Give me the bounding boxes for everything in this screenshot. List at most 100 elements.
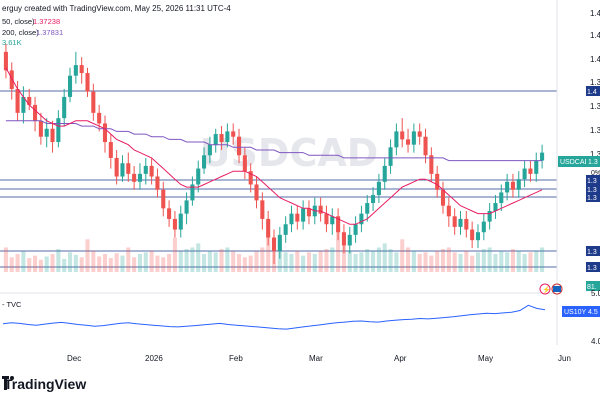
volume-bar: [371, 250, 376, 272]
candle-body: [382, 165, 387, 182]
volume-bar: [236, 254, 242, 272]
volume-bar: [522, 254, 527, 272]
candle-body: [167, 208, 172, 219]
candle-body: [73, 65, 78, 76]
candle-body: [236, 136, 242, 156]
event-icon[interactable]: [539, 283, 551, 295]
candle-body: [277, 234, 282, 251]
candle-body: [132, 173, 137, 182]
volume-bar: [126, 247, 131, 272]
candle-body: [528, 168, 533, 174]
candle-body: [38, 120, 43, 137]
level-badge-bg: [586, 262, 600, 272]
candle-body: [50, 128, 55, 143]
candle-body: [120, 163, 125, 177]
candle-body: [318, 205, 323, 214]
candle-body: [400, 131, 405, 140]
candle-body: [522, 168, 527, 180]
volume-bar: [540, 247, 545, 272]
symbol-price-bg: [586, 156, 600, 167]
volume-bar: [400, 239, 405, 272]
level-badge: 1.3: [587, 265, 597, 272]
price-axis[interactable]: 1.4 1.4 1.4 1.3 1.3 1.3 1.3: [590, 9, 600, 159]
volume-badge: 81.: [587, 284, 597, 291]
volume-bar: [475, 252, 481, 272]
volume-bar: [388, 249, 393, 272]
level-badges: 1.41.31.31.31.31.3: [586, 86, 600, 272]
candle-body: [470, 229, 475, 241]
candle-body: [196, 168, 201, 185]
level-badge-bg: [586, 192, 600, 202]
price-tick: 1.4: [590, 9, 600, 18]
candle-body: [178, 213, 183, 230]
candle-body: [44, 128, 49, 137]
level-badge-bg: [586, 86, 600, 96]
candle-body: [62, 96, 67, 119]
candle-body: [149, 165, 154, 177]
candle-body: [190, 184, 195, 201]
candle-body: [3, 51, 8, 71]
price-tick: 1.4: [590, 31, 600, 40]
symbol-badge: USDCAD: [560, 159, 590, 166]
candle-body: [85, 73, 90, 92]
tradingview-logo[interactable]: TradingView: [2, 376, 86, 392]
volume-bar: [149, 250, 154, 272]
time-axis[interactable]: Dec 2026 Feb Mar Apr May Jun: [67, 354, 571, 363]
volume-bar: [318, 250, 323, 272]
volume-bar: [470, 255, 475, 272]
candle-body: [242, 155, 247, 172]
level-badge: 1.3: [587, 249, 597, 256]
candle-body: [108, 142, 113, 158]
author-line: erguy created with TradingView.com, May …: [2, 4, 231, 13]
candle-body: [481, 221, 486, 233]
candle-body: [487, 210, 492, 222]
volume-bar: [382, 243, 387, 272]
volume-bar: [365, 249, 370, 272]
volume-bar: [33, 255, 38, 272]
level-badge-bg: [586, 184, 600, 194]
volume-bar: [248, 255, 253, 272]
volume-bar: [213, 252, 218, 272]
candle-body: [417, 131, 422, 137]
candle-body: [429, 155, 434, 174]
candles: [3, 43, 545, 265]
volume-bar: [341, 245, 346, 272]
candle-body: [359, 213, 364, 225]
price-tick: 1.3: [590, 78, 600, 87]
candle-body: [213, 134, 218, 145]
volume-bar: [67, 252, 73, 272]
volume-bar: [324, 249, 329, 272]
candle-body: [155, 176, 160, 190]
volume-bar: [295, 250, 300, 272]
candle-body: [534, 160, 539, 174]
candle-body: [172, 218, 177, 230]
volume-bar: [481, 249, 486, 272]
candle-body: [254, 184, 259, 201]
level-badge: 1.3: [587, 195, 597, 202]
candle-body: [91, 91, 96, 113]
candle-body: [336, 216, 341, 233]
volume-bar: [353, 254, 358, 272]
candle-body: [295, 213, 300, 222]
volume-bar: [534, 250, 539, 272]
logo-icon: [2, 376, 9, 390]
volume-bar: [196, 243, 201, 272]
volume-bar: [266, 232, 271, 272]
candle-body: [15, 88, 20, 113]
volume-bar: [27, 258, 32, 272]
volume-bar: [394, 252, 399, 272]
candle-body: [219, 134, 224, 143]
time-tick: Dec: [67, 354, 81, 363]
volume-bar: [510, 249, 515, 272]
candle-body: [289, 213, 294, 225]
time-tick: Feb: [229, 354, 243, 363]
volume-bar: [44, 256, 49, 272]
volume-bar: [452, 252, 457, 272]
volume-bar: [487, 247, 492, 272]
volume-bar: [254, 251, 259, 272]
volume-bar: [347, 250, 352, 272]
volume-bar: [306, 252, 312, 272]
volume-bar: [190, 247, 195, 272]
candle-body: [347, 234, 352, 246]
